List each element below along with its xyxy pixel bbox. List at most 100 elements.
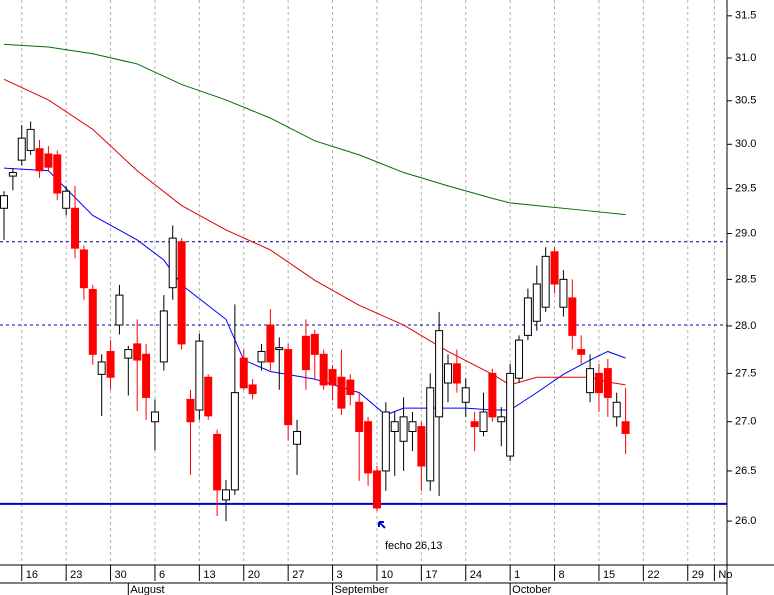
y-tick-label: 26.5	[735, 465, 756, 477]
candle-body	[523, 297, 532, 336]
candle-body	[586, 368, 595, 394]
average-line	[3, 78, 626, 386]
candle-body	[488, 372, 497, 418]
candle-body	[364, 421, 373, 474]
x-tick-label: 23	[70, 569, 82, 581]
candle-body	[159, 310, 168, 363]
x-tick-label: 17	[425, 569, 437, 581]
average-line	[3, 43, 626, 216]
x-tick-label: 1	[514, 569, 520, 581]
candle-body	[97, 361, 106, 375]
candle-body	[594, 372, 603, 394]
candle-body	[195, 340, 204, 411]
x-tick-label: No	[718, 569, 732, 581]
x-tick-label: 3	[337, 569, 343, 581]
candle-body	[497, 416, 506, 423]
y-tick-label: 26.0	[735, 515, 756, 527]
candle-body	[479, 411, 488, 432]
candle-body	[372, 470, 381, 509]
candle-body	[204, 376, 213, 417]
candle-body	[293, 430, 302, 445]
candle-body	[133, 343, 142, 361]
candle-body	[257, 350, 266, 363]
candle-body	[275, 347, 284, 351]
candle-body	[0, 195, 8, 209]
y-tick-label: 27.5	[735, 367, 756, 379]
candle-body	[88, 289, 97, 355]
candle-body	[310, 333, 319, 355]
candle-body	[221, 489, 230, 501]
y-tick-label: 28.0	[735, 320, 756, 332]
candle-body	[115, 294, 124, 326]
x-tick-label: 16	[26, 569, 38, 581]
candle-body	[248, 384, 257, 395]
candle-body	[399, 416, 408, 442]
x-tick-label: 15	[603, 569, 615, 581]
x-tick-label: 6	[159, 569, 165, 581]
candle-body	[541, 255, 550, 308]
candle-body	[26, 128, 35, 151]
x-tick-label: 13	[203, 569, 215, 581]
candle-body	[568, 297, 577, 336]
candle-body	[559, 278, 568, 308]
month-label: August	[130, 584, 164, 595]
y-tick-label: 28.5	[735, 273, 756, 285]
candle-body	[621, 421, 630, 434]
x-tick-label: 20	[248, 569, 260, 581]
candle-body	[506, 372, 515, 457]
y-tick-label: 31.0	[735, 52, 756, 64]
candle-body	[337, 376, 346, 409]
candle-body	[301, 335, 310, 371]
candle-body	[417, 426, 426, 467]
candle-body	[8, 172, 17, 177]
candle-body	[461, 387, 470, 403]
candle-body	[470, 421, 479, 428]
candle-body	[213, 433, 222, 491]
x-tick-label: 27	[292, 569, 304, 581]
y-tick-label: 29.5	[735, 182, 756, 194]
x-tick-label: 22	[647, 569, 659, 581]
candle-body	[35, 148, 44, 172]
candle-body	[515, 339, 524, 379]
candle-body	[79, 249, 88, 289]
annotation-arrow	[377, 520, 386, 529]
candle-body	[230, 392, 239, 491]
candle-body	[390, 421, 399, 432]
candle-body	[328, 369, 337, 386]
annotation-text: fecho 26,13	[385, 540, 443, 552]
y-tick-label: 31.5	[735, 10, 756, 22]
candle-body	[284, 349, 293, 426]
candle-body	[186, 398, 195, 423]
candle-body	[426, 387, 435, 482]
candle-body	[266, 324, 275, 363]
x-tick-label: 29	[692, 569, 704, 581]
candle-body	[177, 241, 186, 345]
candle-body	[44, 153, 53, 168]
candle-body	[408, 421, 417, 432]
candle-body	[168, 237, 177, 289]
month-label: September	[335, 584, 389, 595]
candle-body	[603, 368, 612, 398]
x-tick-label: 10	[381, 569, 393, 581]
x-tick-label: 8	[559, 569, 565, 581]
y-tick-label: 27.0	[735, 416, 756, 428]
candle-body	[142, 353, 151, 398]
y-tick-label: 30.5	[735, 95, 756, 107]
average-line	[3, 167, 626, 416]
candle-body	[150, 411, 159, 423]
x-tick-label: 30	[115, 569, 127, 581]
candle-body	[550, 251, 559, 285]
candle-body	[62, 190, 71, 209]
month-label: October	[512, 584, 551, 595]
candle-body	[319, 353, 328, 386]
candle-body	[612, 401, 621, 418]
candle-body	[443, 363, 452, 384]
candle-body	[124, 349, 133, 359]
candle-body	[355, 401, 364, 432]
candle-body	[239, 357, 248, 389]
candle-body	[435, 330, 444, 418]
x-tick-label: 24	[470, 569, 482, 581]
candle-body	[452, 363, 461, 384]
